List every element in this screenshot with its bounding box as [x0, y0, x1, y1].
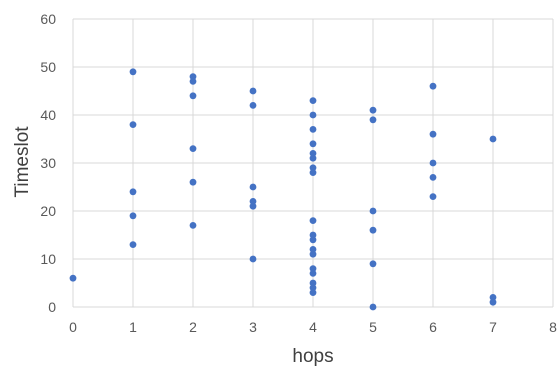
gridlines [72, 18, 554, 308]
data-point [429, 82, 437, 90]
data-point [249, 183, 257, 191]
data-point [309, 150, 317, 157]
data-point [489, 298, 497, 306]
data-point [429, 130, 437, 138]
data-point [429, 174, 437, 181]
x-tick-label: 7 [489, 319, 497, 335]
data-point [369, 116, 377, 124]
x-tick-label: 3 [249, 319, 257, 335]
data-point [309, 265, 317, 272]
data-point [129, 188, 137, 196]
data-point [369, 207, 377, 215]
x-tick-label: 2 [189, 319, 197, 335]
data-point [189, 145, 197, 153]
data-point [189, 73, 197, 80]
data-point [309, 125, 317, 133]
x-tick-label: 5 [369, 319, 377, 335]
data-point [369, 303, 377, 311]
data-point [69, 274, 77, 282]
data-point [309, 246, 317, 253]
y-tick-label: 40 [40, 107, 56, 123]
data-point [489, 135, 497, 143]
data-point [309, 279, 317, 287]
data-point [429, 193, 437, 201]
data-point [129, 241, 137, 249]
data-point [309, 164, 317, 172]
data-point [309, 289, 317, 296]
x-tick-labels: 0 1 2 3 4 5 6 7 8 [69, 319, 557, 335]
data-point [309, 284, 317, 292]
data-point [189, 92, 197, 100]
data-point [129, 212, 137, 220]
data-point [189, 178, 197, 186]
data-point [309, 270, 317, 277]
data-point [369, 106, 377, 114]
data-point [489, 294, 497, 301]
data-point [129, 121, 137, 128]
data-point [369, 260, 377, 268]
data-point [309, 154, 317, 162]
data-point [309, 97, 317, 104]
data-point [249, 87, 257, 95]
data-point [309, 111, 317, 119]
x-axis-title: hops [292, 346, 333, 367]
x-tick-label: 6 [429, 319, 437, 335]
data-points [69, 68, 497, 311]
data-point [429, 159, 437, 167]
y-tick-labels: 0 10 20 30 40 50 60 [40, 11, 56, 315]
data-point [309, 169, 317, 177]
x-tick-label: 0 [69, 319, 77, 335]
y-axis-title: Timeslot [12, 126, 33, 198]
data-point [309, 217, 317, 225]
x-tick-label: 4 [309, 319, 317, 335]
x-tick-label: 8 [549, 319, 557, 335]
data-point [249, 202, 257, 210]
x-tick-label: 1 [129, 319, 137, 335]
data-point [189, 78, 197, 85]
y-tick-label: 50 [40, 59, 56, 75]
data-point [249, 255, 257, 263]
data-point [189, 222, 197, 229]
data-point [309, 231, 317, 239]
data-point [309, 250, 317, 258]
data-point [249, 198, 257, 205]
y-tick-label: 0 [48, 299, 56, 315]
y-tick-label: 60 [40, 11, 56, 27]
data-point [309, 140, 317, 148]
data-point [309, 236, 317, 244]
data-point [369, 226, 377, 234]
y-tick-label: 20 [40, 203, 56, 219]
y-tick-label: 10 [40, 251, 56, 267]
data-point [129, 68, 137, 76]
data-point [249, 102, 257, 109]
y-tick-label: 30 [40, 155, 56, 171]
